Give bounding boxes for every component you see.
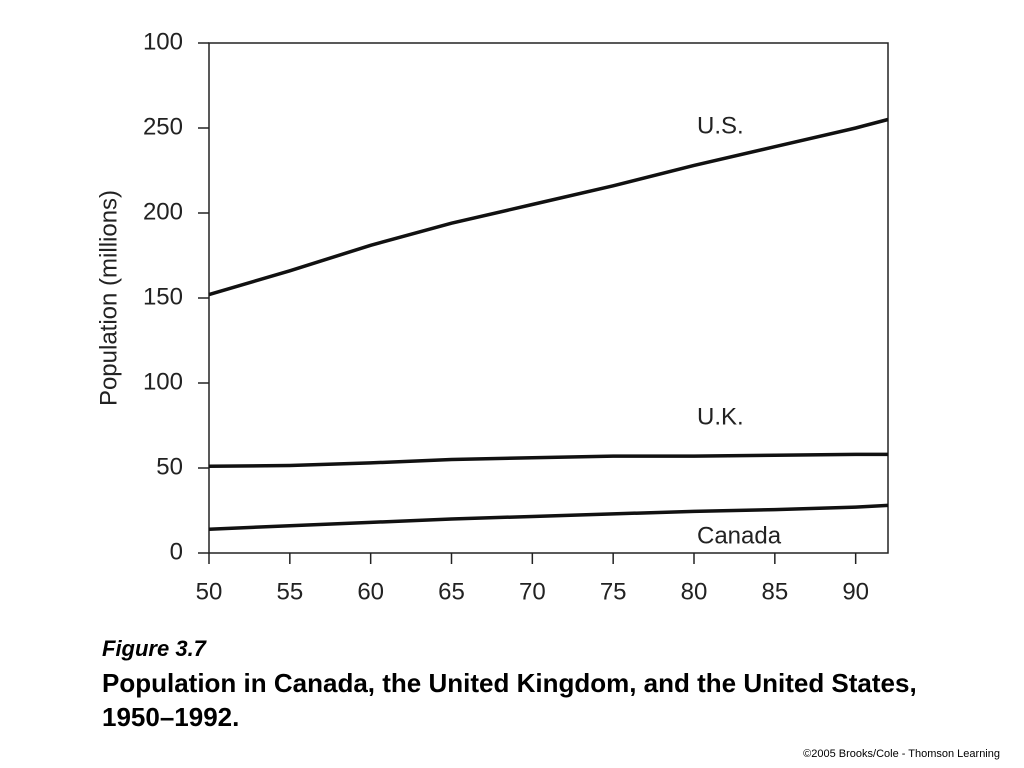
figure-number: Figure 3.7 <box>102 636 206 661</box>
x-tick-label: 50 <box>196 578 223 605</box>
x-tick-label: 70 <box>519 578 546 605</box>
series-line <box>208 503 889 531</box>
y-tick-label: 50 <box>156 453 183 480</box>
y-tick-label: 100 <box>143 368 183 395</box>
series-line <box>208 452 888 469</box>
x-tick-label: 80 <box>681 578 708 605</box>
y-axis-label: Population (millions) <box>95 190 122 406</box>
x-tick-label: 75 <box>600 578 627 605</box>
x-tick-label: 55 <box>276 578 303 605</box>
series-line <box>208 117 889 297</box>
x-tick-label: 65 <box>438 578 465 605</box>
series-label: U.K. <box>697 403 744 430</box>
y-tick-label: 250 <box>143 113 183 140</box>
series-label: Canada <box>697 523 782 550</box>
x-tick-label: 85 <box>761 578 788 605</box>
x-tick-label: 90 <box>842 578 869 605</box>
chart: Population (millions) 0 50 100 150 200 250 100… <box>95 28 889 605</box>
y-tick-label: 0 <box>170 538 183 565</box>
figure-caption: Population in Canada, the United Kingdom… <box>102 668 917 732</box>
copyright: ©2005 Brooks/Cole - Thomson Learning <box>803 748 1000 760</box>
x-tick-label: 60 <box>357 578 384 605</box>
y-tick-label: 200 <box>143 198 183 225</box>
series-label: U.S. <box>697 113 744 140</box>
y-tick-label: 150 <box>143 283 183 310</box>
y-tick-label: 100 <box>143 28 183 55</box>
plot-frame <box>208 42 889 554</box>
